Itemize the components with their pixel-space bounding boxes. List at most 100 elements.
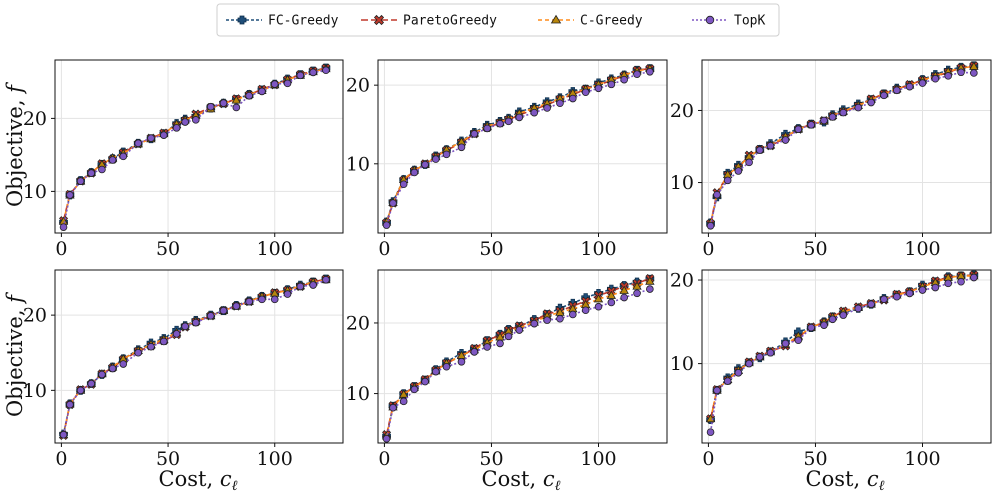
series-c-greedy <box>58 63 331 225</box>
series-line-paretogreedy <box>709 274 974 419</box>
series-line-fc-greedy <box>385 67 650 223</box>
data-point-topk <box>581 88 590 97</box>
series-line-c-greedy <box>385 67 651 223</box>
data-point-topk <box>309 281 317 289</box>
data-point-topk <box>181 118 189 126</box>
x-axis-title-left: Cost, cℓ <box>159 467 238 494</box>
y-tick-label: 10 <box>346 383 370 405</box>
data-point-topk <box>442 150 451 159</box>
data-point-topk <box>258 87 266 96</box>
series-line-fc-greedy <box>709 65 974 224</box>
data-point-topk <box>270 295 279 304</box>
data-point-topk <box>893 292 901 301</box>
x-tick-label: 50 <box>156 238 180 260</box>
data-point-topk <box>504 117 513 126</box>
data-point-topk <box>119 152 128 161</box>
x-axis-title-middle: Cost, cℓ <box>482 467 561 494</box>
panel-top-middle: 0 50 100 10 20 <box>346 59 668 260</box>
series-line-paretogreedy <box>709 65 975 224</box>
data-point-topk <box>594 302 603 311</box>
y-tick-label: 20 <box>23 305 47 327</box>
data-point-topk <box>172 124 181 132</box>
legend-entry-pareto-greedy: ParetoGreedy <box>361 14 497 29</box>
data-point-topk <box>442 362 451 371</box>
series-line-topk <box>62 279 327 435</box>
data-point-topk <box>713 386 721 395</box>
data-point-topk <box>296 282 305 291</box>
panel-top-right: 0 50 100 10 20 <box>670 59 992 260</box>
plot-frame <box>377 59 668 234</box>
x-tick-label: 50 <box>803 238 827 260</box>
data-point-topk <box>270 80 279 88</box>
series-line-c-greedy <box>62 68 327 222</box>
series-line-c-greedy <box>709 275 974 419</box>
series-line-c-greedy <box>62 279 327 435</box>
series-c-greedy <box>58 274 331 439</box>
panel-bottom-middle: 0 50 100 10 20 <box>346 269 668 470</box>
data-point-c-greedy <box>632 281 642 290</box>
panel-top-left: 0 50 100 10 20 <box>23 59 344 260</box>
data-point-topk <box>421 377 429 386</box>
y-axis-title-bottom: Objective, f <box>3 292 27 417</box>
data-point-topk <box>745 158 753 167</box>
data-point-topk <box>867 300 875 309</box>
legend-entry-c-greedy: C-Greedy <box>538 14 643 29</box>
x-axis-title-right: Cost, cℓ <box>806 467 885 494</box>
x-tick-label: 100 <box>580 448 616 470</box>
data-point-topk <box>839 311 848 319</box>
data-point-topk <box>147 134 155 142</box>
data-point-topk <box>543 316 551 324</box>
legend-label-fc-greedy: FC-Greedy <box>268 14 339 29</box>
data-point-topk <box>147 342 155 351</box>
legend-label-pareto-greedy: ParetoGreedy <box>403 14 497 29</box>
x-tick-label: 100 <box>257 448 293 470</box>
data-point-topk <box>854 304 863 313</box>
data-point-topk <box>160 131 168 139</box>
data-point-topk <box>496 119 504 128</box>
data-point-topk <box>389 403 397 412</box>
data-point-topk <box>515 326 524 334</box>
data-point-topk <box>59 430 68 439</box>
legend-symbol-pareto-greedy <box>361 14 397 26</box>
x-tick-label: 0 <box>55 448 67 470</box>
data-point-topk <box>781 339 790 348</box>
series-topk <box>382 285 654 443</box>
series-topk <box>706 68 978 230</box>
data-point-topk <box>515 113 524 122</box>
data-point-topk <box>470 348 479 356</box>
data-point-topk <box>633 70 641 78</box>
data-point-c-greedy <box>398 389 409 398</box>
data-point-topk <box>807 323 815 332</box>
y-tick-label: 20 <box>670 270 694 292</box>
series-line-c-greedy <box>709 65 974 224</box>
series-fc-greedy <box>382 64 655 227</box>
series-fc-greedy <box>59 63 331 227</box>
series-line-paretogreedy <box>385 67 650 224</box>
data-point-topk <box>944 279 952 288</box>
x-tick-label: 50 <box>803 448 827 470</box>
legend-frame <box>216 3 780 37</box>
data-point-topk <box>309 68 317 77</box>
data-point-topk <box>283 79 292 88</box>
data-point-topk <box>957 277 965 286</box>
x-tick-label: 100 <box>904 448 940 470</box>
x-tick-label: 0 <box>55 238 67 260</box>
data-point-topk <box>98 370 106 379</box>
data-point-topk <box>766 348 775 357</box>
data-point-topk <box>931 283 940 292</box>
x-tick-label: 0 <box>378 238 390 260</box>
legend-symbol-topk <box>692 15 728 25</box>
data-point-topk <box>734 167 743 175</box>
data-point-topk <box>918 79 927 87</box>
data-point-topk <box>87 169 96 177</box>
data-point-topk <box>206 102 215 111</box>
legend: FC-Greedy ParetoGreedy C-Greedy <box>216 3 780 37</box>
series-line-topk <box>385 288 651 439</box>
y-tick-label: 10 <box>670 353 694 375</box>
data-point-topk <box>219 306 228 315</box>
data-point-topk <box>399 180 408 189</box>
series-topk <box>382 67 654 229</box>
y-tick-label: 10 <box>23 181 47 203</box>
data-point-topk <box>646 67 654 76</box>
